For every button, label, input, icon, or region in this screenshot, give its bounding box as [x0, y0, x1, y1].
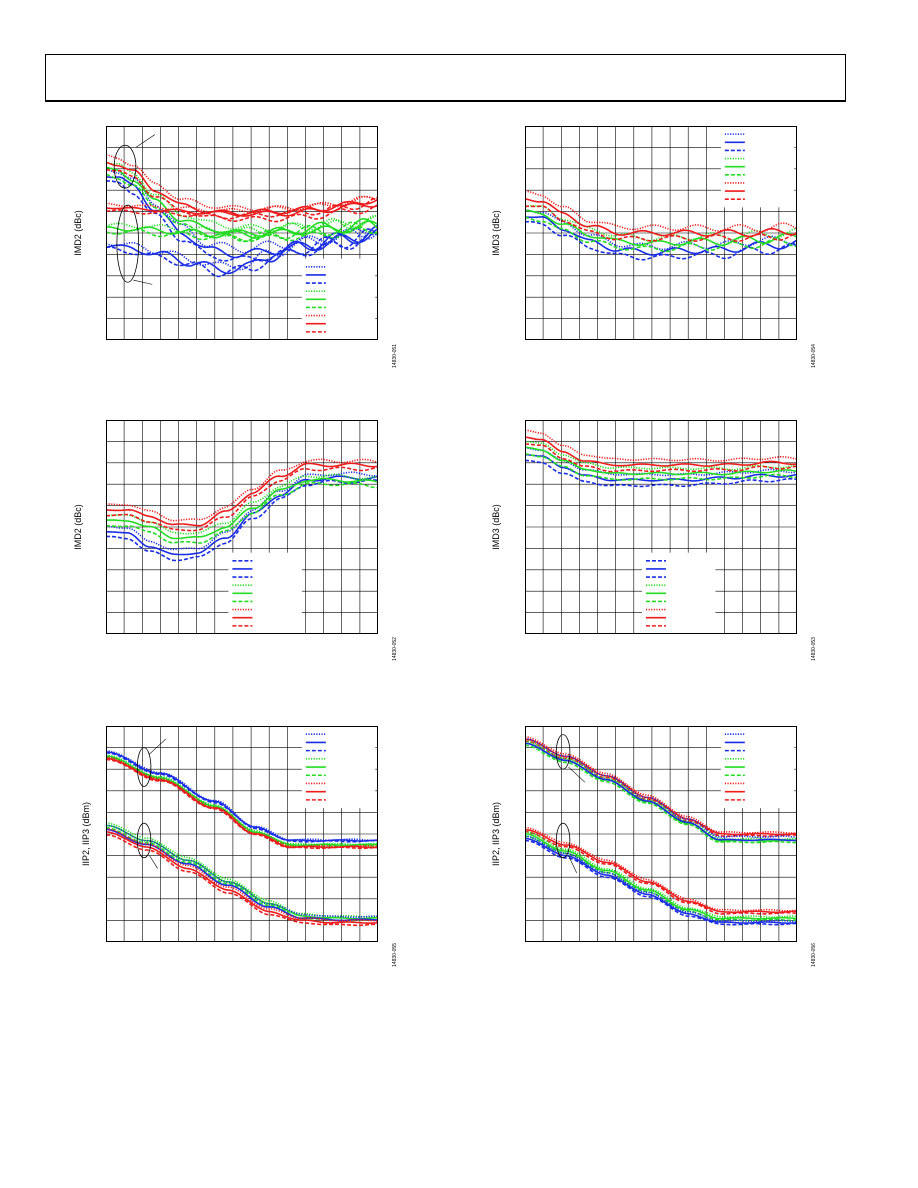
series-line-blue — [105, 224, 379, 275]
iip-chart-bottom-left — [105, 726, 379, 942]
annotation-ellipse — [555, 734, 571, 770]
annotation-leader-line — [149, 855, 158, 869]
series-line-red — [524, 429, 798, 462]
series-line-red — [105, 154, 379, 212]
annotation-ellipse — [136, 747, 152, 787]
series-line-green — [105, 473, 379, 535]
y-axis-label: IIP2, IIP3 (dBm) — [491, 801, 501, 867]
y-axis-label: IMD3 (dBc) — [491, 504, 501, 550]
iip-chart-bottom-right — [524, 726, 798, 942]
series-line-blue — [105, 228, 379, 278]
series-line-green — [106, 167, 379, 237]
series-line-red — [105, 196, 379, 220]
figure-id: 14830-052 — [392, 637, 398, 661]
series-line-blue — [105, 471, 379, 551]
series-line-blue — [105, 176, 379, 259]
series-line-green — [524, 453, 797, 481]
series-line-red — [105, 834, 378, 927]
annotation-leader-line — [568, 855, 577, 874]
plot-border — [525, 726, 797, 942]
plot-border — [106, 126, 378, 340]
figure-id: 14830-054 — [811, 344, 817, 368]
series-line-red — [105, 756, 379, 848]
series-line-green — [105, 822, 379, 918]
plot-border — [106, 726, 378, 942]
series-line-green — [105, 173, 378, 243]
series-line-red — [525, 443, 798, 473]
annotation-ellipse — [116, 204, 140, 283]
series-line-blue — [524, 738, 798, 839]
series-line-blue — [105, 228, 379, 271]
plot-border — [525, 420, 797, 634]
series-line-blue — [105, 824, 379, 918]
series-line-red — [524, 436, 798, 467]
series-line-green — [524, 744, 797, 844]
series-line-blue — [524, 459, 798, 488]
series-line-blue — [106, 475, 379, 556]
annotation-ellipse — [113, 144, 137, 189]
page-header-box — [45, 54, 846, 102]
series-line-green — [105, 477, 379, 540]
series-line-red — [105, 169, 379, 223]
series-line-green — [105, 755, 379, 847]
series-line-green — [105, 827, 379, 922]
series-line-green — [524, 205, 798, 242]
series-line-red — [105, 827, 379, 922]
y-axis-label: IMD2 (dBc) — [73, 504, 83, 550]
series-line-red — [524, 826, 798, 912]
y-axis-label: IMD3 (dBc) — [491, 210, 501, 256]
series-line-green — [524, 740, 797, 841]
series-line-red — [524, 190, 798, 233]
series-line-green — [105, 215, 379, 237]
figure-id: 14830-056 — [811, 943, 817, 967]
series-line-blue — [106, 752, 379, 843]
y-axis-label: IIP2, IIP3 (dBm) — [81, 801, 91, 867]
annotation-ellipse — [136, 822, 152, 859]
series-line-blue — [524, 839, 797, 926]
series-line-green — [524, 209, 798, 247]
annotation-leader-line — [133, 279, 153, 285]
annotation-leader-line — [135, 134, 156, 148]
imd2-chart-top-left — [105, 126, 379, 340]
figure-id: 14830-051 — [392, 344, 398, 368]
annotation-ellipse — [555, 822, 571, 859]
series-line-green — [105, 481, 378, 544]
series-line-red — [106, 458, 379, 522]
series-line-red — [525, 205, 798, 243]
series-line-blue — [524, 835, 798, 923]
series-line-green — [524, 831, 798, 918]
series-line-green — [106, 162, 379, 232]
figure-id: 14830-053 — [811, 637, 817, 661]
series-line-blue — [105, 478, 379, 562]
annotation-leader-line — [149, 738, 167, 755]
figure-id: 14830-055 — [392, 943, 398, 967]
imd3-chart-top-right — [524, 126, 798, 340]
series-line-green — [524, 833, 798, 920]
y-axis-label: IMD2 (dBc) — [73, 210, 83, 256]
plot-border — [525, 126, 797, 340]
series-line-red — [105, 831, 379, 925]
series-line-red — [105, 462, 379, 527]
imd3-chart-mid-right — [524, 420, 798, 634]
annotation-leader-line — [568, 766, 586, 783]
series-line-blue — [524, 742, 798, 842]
plot-border — [106, 420, 378, 634]
series-line-green — [105, 217, 379, 239]
series-line-red — [105, 757, 379, 849]
series-line-red — [106, 758, 379, 850]
series-line-green — [524, 216, 797, 253]
series-line-red — [524, 829, 797, 914]
series-line-green — [105, 824, 379, 920]
imd2-chart-mid-left — [105, 420, 379, 634]
series-line-red — [524, 830, 798, 915]
series-line-red — [106, 466, 379, 532]
series-line-green — [525, 446, 798, 476]
series-line-blue — [105, 168, 379, 254]
